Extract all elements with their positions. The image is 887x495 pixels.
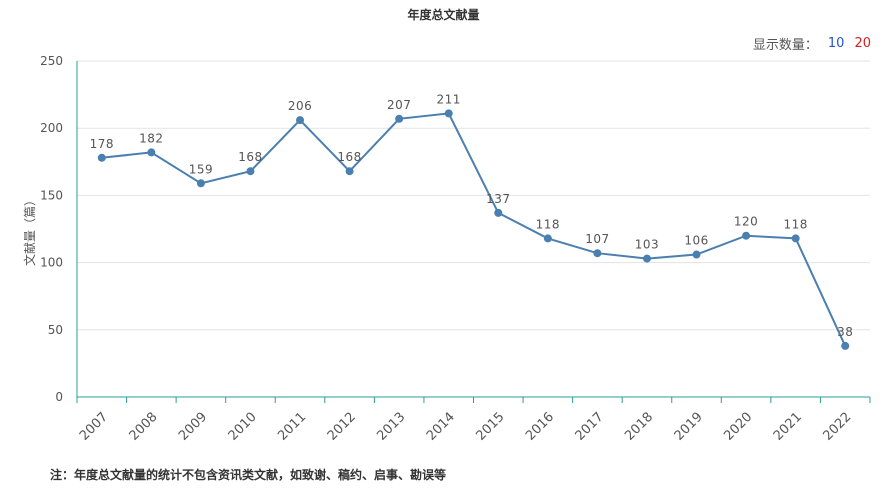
y-tick-label: 250 [40,54,63,68]
data-label: 103 [635,238,659,252]
data-label: 211 [437,92,461,106]
footnote: 注：年度总文献量的统计不包含资讯类文献，如致谢、稿约、启事、勘误等 [50,468,447,482]
data-label: 206 [288,99,312,113]
x-tick-label: 2020 [721,410,755,444]
display-count-option-20[interactable]: 20 [854,36,871,51]
data-point [593,249,602,258]
data-label: 168 [238,150,262,164]
chart-title: 年度总文献量 [407,8,480,22]
y-tick-label: 200 [40,121,63,135]
data-point [395,114,404,123]
series-line [101,112,847,347]
data-label: 38 [837,325,853,339]
display-count-option-10[interactable]: 10 [827,36,845,51]
data-point [196,179,205,188]
x-tick-label: 2015 [474,410,508,444]
x-tick-label: 2008 [127,410,161,444]
x-tick-label: 2009 [176,410,210,444]
x-tick-label: 2016 [523,410,557,444]
data-label: 182 [139,131,163,145]
x-tick-label: 2018 [622,410,656,444]
data-point [791,234,800,243]
data-label: 118 [536,217,560,231]
data-label: 168 [337,150,361,164]
y-tick-label: 0 [55,390,63,404]
data-point [642,254,651,263]
x-tick-label: 2019 [672,410,706,444]
series-line-path [101,112,847,347]
x-tick-label: 2013 [374,410,408,444]
data-point [841,341,850,350]
data-point [147,148,156,157]
data-point [345,167,354,176]
data-label: 118 [783,217,807,231]
data-label: 137 [486,192,510,206]
data-point [97,153,106,162]
data-point [494,208,503,217]
data-point [692,250,701,259]
x-tick-label: 2011 [275,410,309,444]
data-label: 159 [189,162,213,176]
y-tick-label: 100 [40,256,63,270]
data-label: 207 [387,98,411,112]
data-label: 107 [585,232,609,246]
data-point [742,231,751,240]
data-label: 106 [684,234,708,248]
data-point [444,109,453,118]
display-count-label: 显示数量： [752,38,818,53]
gridlines [77,60,870,331]
data-points [97,109,850,350]
x-tick-label: 2017 [573,410,607,444]
x-tick-labels: 2007 2008 2009 2010 2011 2012 2013 2014 2015 2016… [77,410,854,444]
x-tick-label: 2010 [226,410,260,444]
axes [76,61,871,403]
data-point [246,167,255,176]
y-tick-labels: 0 50 100 150 200 250 [40,54,63,404]
x-tick-label: 2012 [325,410,359,444]
data-label: 120 [734,215,758,229]
y-axis-label: 文献量（篇） [22,194,37,266]
x-tick-label: 2021 [771,410,805,444]
y-tick-label: 150 [40,188,63,202]
data-point [296,116,305,125]
y-tick-label: 50 [48,323,63,337]
x-tick-label: 2007 [77,410,111,444]
data-labels: 178 182 159 168 206 168 207 211 137 118 107 103 106 1… [90,92,853,339]
data-label: 178 [90,137,114,151]
data-point [543,234,552,243]
x-tick-label: 2022 [820,410,854,444]
x-tick-label: 2014 [424,410,458,444]
display-count-control: 显示数量： 10 20 [753,34,871,53]
